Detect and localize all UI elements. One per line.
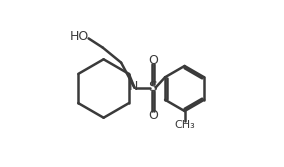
Text: HO: HO — [70, 30, 89, 43]
Text: N: N — [129, 80, 138, 93]
Text: O: O — [148, 54, 158, 67]
Text: S: S — [149, 80, 157, 94]
Text: O: O — [148, 109, 158, 122]
Text: CH₃: CH₃ — [174, 120, 195, 130]
